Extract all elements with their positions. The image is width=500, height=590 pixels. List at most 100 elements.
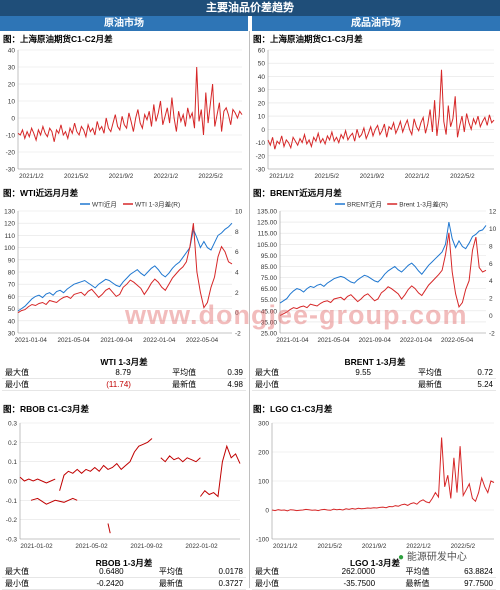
- wechat-icon: ●: [398, 552, 405, 563]
- x-tick-label: 2021-01-04: [15, 337, 48, 344]
- y-tick-label: 20: [8, 82, 16, 89]
- chart-title-lgo: 图：LGO C1-C3月差: [253, 404, 333, 414]
- stat-label: 平均值: [133, 367, 200, 379]
- x-tick-label: 2021/9/2: [109, 173, 134, 180]
- chart-title-sc: 图：上海原油期货C1-C2月差: [3, 34, 113, 44]
- stat-value: [322, 378, 374, 391]
- stats-title-wti: WTI 1-3月差: [100, 357, 148, 367]
- stats-table-wti: 最大值 8.79 平均值 0.39 最小值 (11.74) 最新值 4.98: [2, 367, 246, 391]
- x-tick-label: 2022/1/2: [154, 173, 179, 180]
- stat-label: 平均值: [126, 566, 186, 578]
- x-tick-label: 2022/1/2: [406, 543, 431, 550]
- y-tick-label: 130: [4, 209, 15, 216]
- x-tick-label: 2021-01-04: [276, 337, 309, 344]
- stat-label: 最大值: [252, 367, 323, 379]
- stat-value: 63.8824: [432, 566, 496, 578]
- y-tick-label: 70: [8, 282, 16, 289]
- x-tick-label: 2021/5/2: [315, 173, 340, 180]
- stat-value: 0.72: [444, 367, 496, 379]
- y-tick-label: 10: [8, 99, 16, 106]
- y-tick-label: 10: [258, 114, 266, 121]
- y-tick-label: 200: [258, 450, 269, 457]
- series-line: [279, 222, 487, 304]
- y-tick-label: 55.00: [261, 297, 278, 304]
- x-tick-label: 2021-09-02: [130, 543, 163, 550]
- y2-tick-label: 8: [489, 243, 493, 250]
- x-tick-label: 2021/1/2: [19, 173, 44, 180]
- y2-tick-label: 4: [489, 278, 493, 285]
- legend-label: BRENT近月: [347, 200, 382, 209]
- stat-value: 9.55: [322, 367, 374, 379]
- y-tick-label: 100: [4, 245, 15, 252]
- chart-title-fo: 图：上海原油期货C1-C3月差: [253, 34, 363, 44]
- stats-table-rbob: 最大值 0.6480 平均值 0.0178 最小值 -0.2420 最新值 0.3727: [2, 566, 246, 590]
- brand-label: ● 能源研发中心: [398, 548, 467, 563]
- y-tick-label: 0: [261, 127, 265, 134]
- y-tick-label: 25.00: [261, 331, 278, 338]
- y-tick-label: 105.00: [257, 242, 277, 249]
- y-tick-label: 100: [258, 479, 269, 486]
- x-tick-label: 2022-05-04: [186, 337, 219, 344]
- x-tick-label: 2021/5/2: [64, 173, 89, 180]
- stats-table-lgo: 最大值 262.0000 平均值 63.8824 最小值 -35.7500 最新值 97.7…: [252, 566, 496, 590]
- x-tick-label: 2022/5/2: [450, 173, 475, 180]
- y-tick-label: -0.2: [6, 517, 18, 524]
- brand-text: 能源研发中心: [406, 552, 467, 563]
- stat-value: 4.98: [199, 378, 246, 391]
- x-tick-label: 2021-09-04: [359, 337, 392, 344]
- x-tick-label: 2022-01-02: [185, 543, 218, 550]
- series-line: [19, 476, 56, 484]
- y-tick-label: 65.00: [261, 286, 278, 293]
- chart-fo: -30 -20 -10 0 10 20 30 40 50 60 2021/1/2 2021/5/2 20…: [256, 48, 495, 180]
- chart-lgo: -100 0 100 200 300 2021/1/2 2021/5/2 2021/9/2 20…: [256, 421, 495, 550]
- x-tick-label: 2022-05-04: [441, 337, 474, 344]
- y2-tick-label: 0: [235, 310, 239, 317]
- stats-row: 最小值 -35.7500 最新值 97.7500: [252, 577, 496, 590]
- stats-row: 最小值 最新值 5.24: [252, 378, 496, 391]
- y-tick-label: 85.00: [261, 264, 278, 271]
- series-line: [271, 437, 495, 512]
- y-tick-label: -20: [256, 153, 266, 160]
- x-tick-label: 2022/5/2: [451, 543, 476, 550]
- stat-value: 0.0178: [185, 566, 246, 578]
- stat-value: 0.6480: [61, 566, 127, 578]
- stat-label: 最新值: [373, 378, 445, 391]
- stats-row: 最大值 262.0000 平均值 63.8824: [252, 566, 496, 578]
- y-tick-label: 90: [8, 257, 16, 264]
- y-tick-label: -100: [256, 537, 269, 544]
- stat-value: 8.79: [67, 367, 134, 379]
- y2-tick-label: 8: [235, 229, 239, 236]
- x-tick-label: 2021/9/2: [362, 543, 387, 550]
- series-line: [279, 232, 487, 317]
- watermark: www.dongjee-group.com: [125, 300, 468, 330]
- y-tick-label: 300: [258, 421, 269, 428]
- x-tick-label: 2022-01-04: [400, 337, 433, 344]
- y-tick-label: 30: [258, 87, 266, 94]
- y-tick-label: 0.0: [8, 479, 17, 486]
- x-tick-label: 2021/1/2: [269, 173, 294, 180]
- x-tick-label: 2022/1/2: [405, 173, 430, 180]
- series-line: [200, 444, 241, 498]
- stat-value: (11.74): [67, 378, 134, 391]
- y-tick-label: 50: [258, 61, 266, 68]
- x-tick-label: 2021-01-02: [20, 543, 53, 550]
- stat-label: 最大值: [2, 566, 62, 578]
- y2-tick-label: 6: [489, 261, 493, 268]
- stat-label: 最小值: [2, 378, 68, 391]
- y-tick-label: 125.00: [257, 220, 277, 227]
- legend-label: Brent 1-3月差(R): [399, 200, 448, 209]
- stat-label: 最小值: [252, 378, 323, 391]
- y-tick-label: -0.3: [6, 537, 18, 544]
- y-tick-label: -10: [6, 133, 16, 140]
- stat-label: 平均值: [378, 566, 433, 578]
- y-tick-label: 75.00: [261, 275, 278, 282]
- stat-label: 平均值: [373, 367, 445, 379]
- x-tick-label: 2022/5/2: [198, 173, 223, 180]
- y-tick-label: 80: [8, 270, 16, 277]
- chart-title-wti: 图：WTI近远月月差: [3, 188, 79, 198]
- y-tick-label: 35.00: [261, 319, 278, 326]
- y2-tick-label: 6: [235, 249, 239, 256]
- stats-title-rbob: RBOB 1-3月差: [95, 558, 153, 568]
- chart-title-brent: 图：BRENT近远月月差: [253, 188, 342, 198]
